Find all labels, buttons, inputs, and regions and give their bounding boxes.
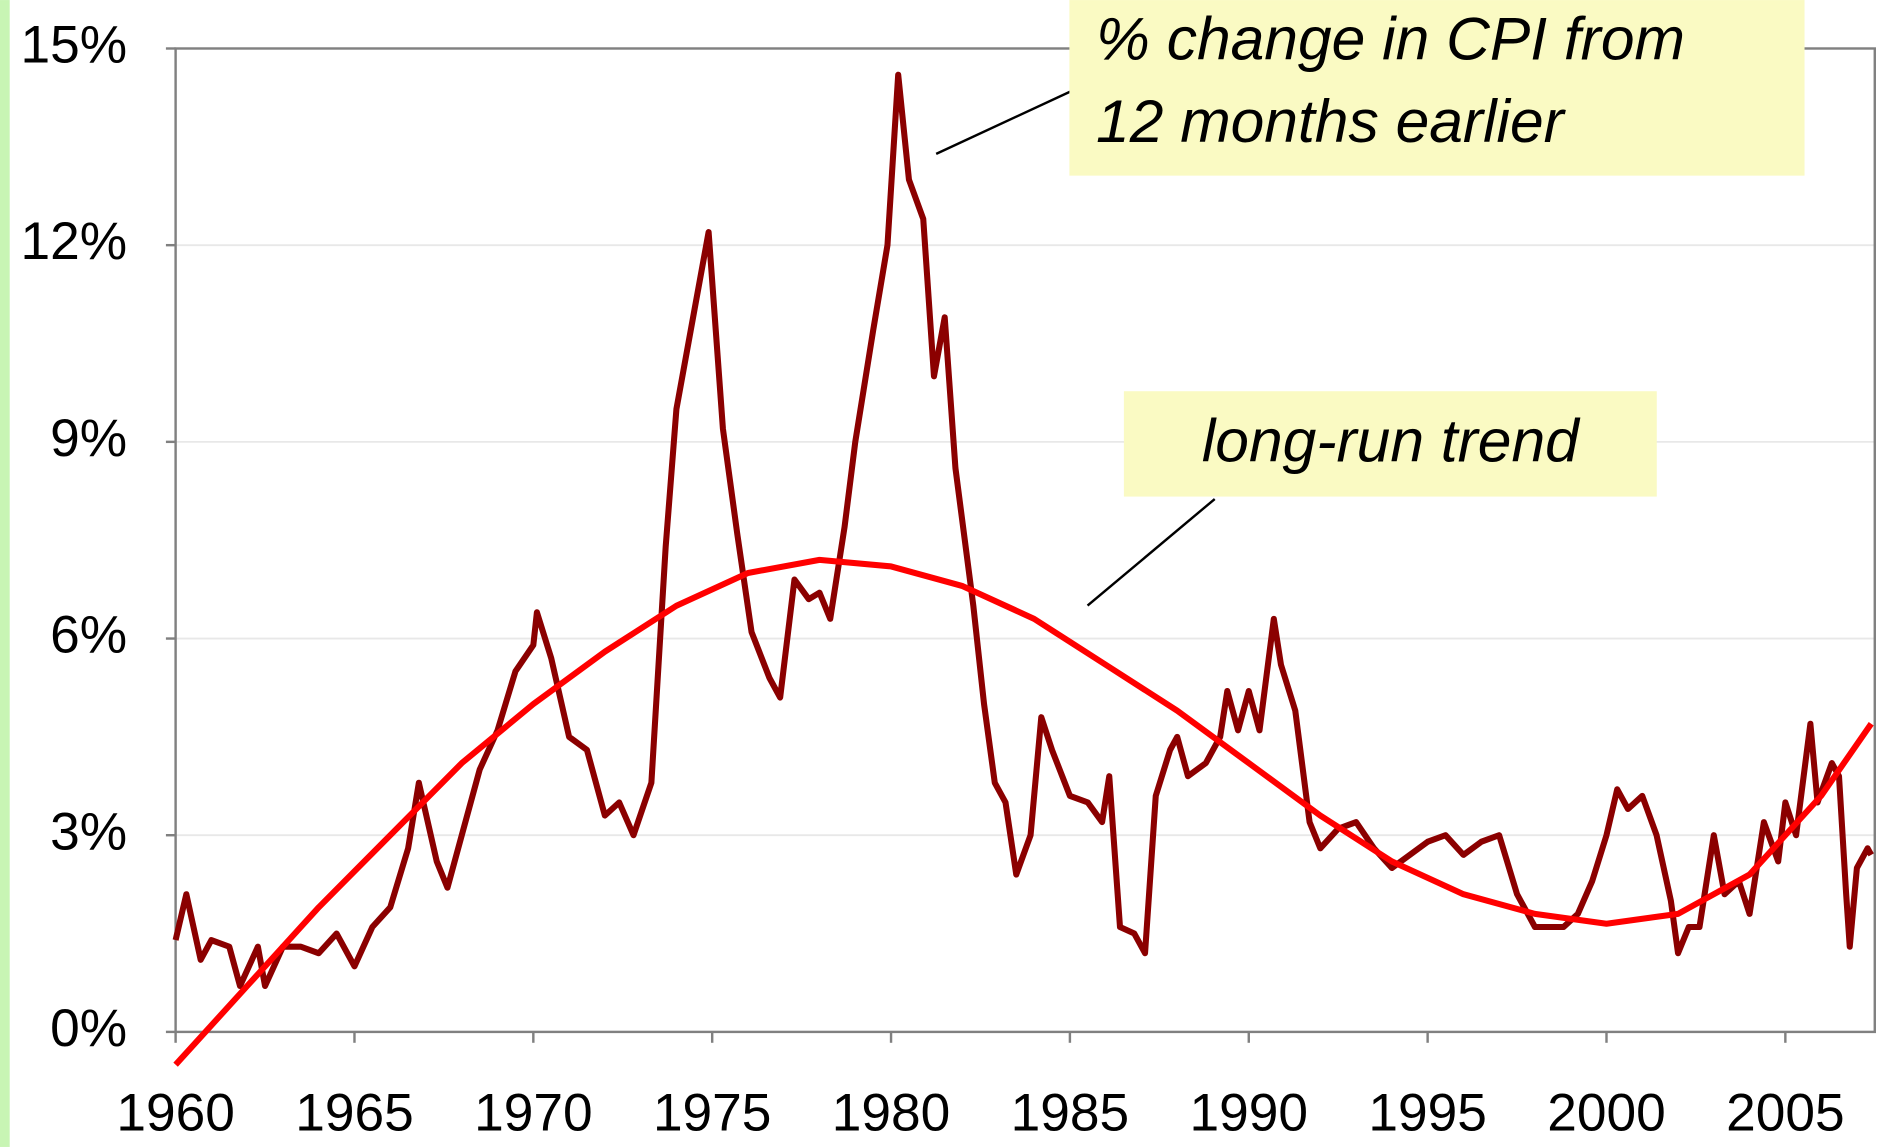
x-tick-label: 1960 bbox=[116, 1084, 234, 1143]
x-tick-label: 1995 bbox=[1368, 1084, 1487, 1143]
x-tick-label: 2005 bbox=[1726, 1084, 1845, 1143]
y-tick-label: 6% bbox=[50, 606, 127, 665]
annotation-text: 12 months earlier bbox=[1096, 87, 1567, 155]
data-line bbox=[173, 556, 1874, 1067]
y-tick-label: 15% bbox=[21, 16, 128, 75]
annotation-box bbox=[1069, 0, 1805, 176]
x-tick-label: 1990 bbox=[1190, 1084, 1309, 1143]
side-strip bbox=[0, 0, 10, 1147]
annotation-box bbox=[1123, 391, 1657, 497]
leader-line bbox=[935, 89, 1073, 155]
x-tick-label: 1970 bbox=[474, 1084, 593, 1143]
plot-frame bbox=[174, 47, 1876, 1034]
data-line bbox=[172, 71, 1874, 990]
annotation-text: % change in CPI from bbox=[1096, 5, 1685, 73]
x-tick-label: 2000 bbox=[1547, 1084, 1666, 1143]
x-tick-label: 1980 bbox=[832, 1084, 951, 1143]
x-tick-label: 1975 bbox=[653, 1084, 772, 1143]
annotations: % change in CPI from 12 months earlier l… bbox=[935, 0, 1805, 607]
plot-area: 0% 3% 6% 9% 12% 15% 1960 1965 1970 1975 1980 1985 19… bbox=[21, 16, 1876, 1143]
y-tick-label: 3% bbox=[50, 802, 127, 861]
y-tick-label: 12% bbox=[21, 212, 128, 271]
y-tick-label: 9% bbox=[50, 409, 127, 468]
x-tick-label: 1985 bbox=[1011, 1084, 1130, 1143]
y-tick-label: 0% bbox=[50, 999, 127, 1058]
x-tick-label: 1965 bbox=[295, 1084, 414, 1143]
annotation-text: long-run trend bbox=[1202, 407, 1581, 475]
leader-line bbox=[1086, 498, 1216, 607]
